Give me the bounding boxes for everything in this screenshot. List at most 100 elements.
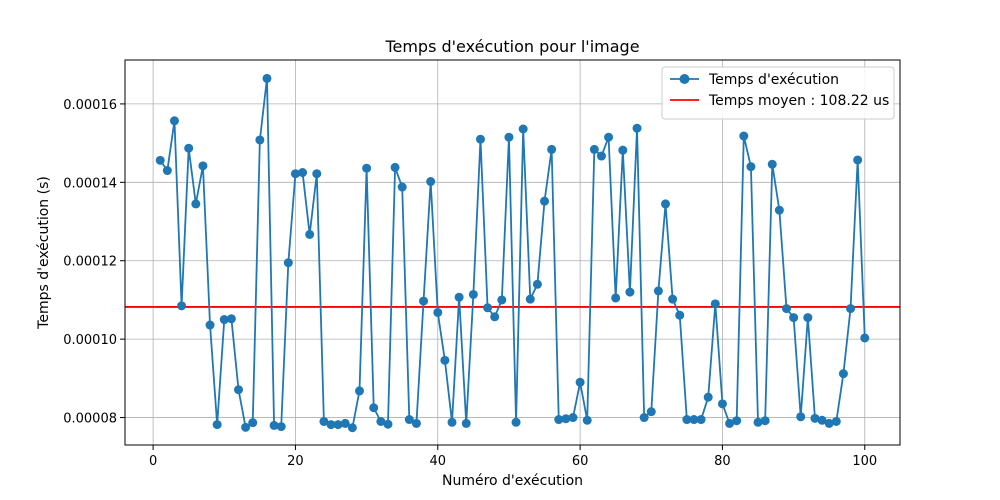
- data-point: [703, 392, 713, 402]
- data-point: [333, 420, 343, 430]
- data-point: [561, 414, 571, 424]
- data-point: [255, 135, 265, 145]
- data-point: [582, 415, 592, 425]
- data-point: [212, 420, 222, 430]
- data-point: [632, 123, 642, 133]
- data-point: [689, 415, 699, 425]
- data-point: [589, 144, 599, 154]
- data-point: [461, 418, 471, 428]
- data-point: [653, 286, 663, 296]
- x-tick-label: 100: [852, 454, 877, 469]
- y-axis-label: Temps d'exécution (s): [36, 176, 52, 330]
- data-point: [568, 413, 578, 423]
- data-point: [419, 296, 429, 306]
- data-point: [219, 315, 229, 325]
- data-point: [525, 294, 535, 304]
- x-tick-label: 0: [149, 454, 157, 469]
- y-tick-label: 0.00014: [63, 176, 117, 191]
- data-point: [155, 155, 165, 165]
- data-point: [205, 320, 215, 330]
- data-point: [475, 134, 485, 144]
- data-point: [817, 415, 827, 425]
- data-point: [746, 162, 756, 172]
- data-point: [725, 418, 735, 428]
- legend-marker-series: [679, 74, 690, 84]
- data-point: [717, 399, 727, 409]
- data-point: [269, 420, 279, 430]
- data-point: [376, 416, 386, 426]
- data-point: [625, 287, 635, 297]
- data-point: [611, 293, 621, 303]
- data-point: [397, 182, 407, 192]
- data-point: [846, 304, 856, 314]
- y-tick-label: 0.00012: [63, 255, 117, 270]
- data-point: [248, 418, 258, 428]
- data-point: [596, 151, 606, 161]
- legend-box: [661, 66, 895, 120]
- x-tick-label: 40: [430, 454, 447, 469]
- data-point: [547, 144, 557, 154]
- data-point: [198, 161, 208, 171]
- data-point: [675, 310, 685, 320]
- data-point: [177, 301, 187, 311]
- data-point: [661, 199, 671, 209]
- data-point: [447, 417, 457, 427]
- data-point: [468, 289, 478, 299]
- x-tick-label: 20: [287, 454, 304, 469]
- data-point: [440, 355, 450, 365]
- data-point: [668, 294, 678, 304]
- x-tick-label: 80: [714, 454, 731, 469]
- data-point: [504, 132, 514, 142]
- data-point: [781, 304, 791, 314]
- data-point: [241, 422, 251, 432]
- data-point: [290, 169, 300, 179]
- legend-label-mean: Temps moyen : 108.22 us: [708, 93, 889, 109]
- y-tick-label: 0.00008: [63, 412, 117, 427]
- data-point: [753, 417, 763, 427]
- data-point: [732, 416, 742, 426]
- data-point: [362, 163, 372, 173]
- legend: Temps d'exécution Temps moyen : 108.22 u…: [661, 66, 895, 120]
- data-point: [162, 166, 172, 176]
- data-point: [369, 403, 379, 413]
- data-point: [191, 199, 201, 209]
- data-point: [226, 314, 236, 324]
- data-point: [860, 333, 870, 343]
- data-point: [234, 385, 244, 395]
- data-point: [276, 422, 286, 432]
- data-point: [184, 143, 194, 153]
- data-point: [838, 369, 848, 379]
- data-point: [618, 145, 628, 155]
- data-point: [575, 377, 585, 387]
- data-point: [511, 417, 521, 427]
- data-point: [810, 413, 820, 423]
- data-point: [340, 418, 350, 428]
- y-tick-label: 0.00016: [63, 98, 117, 113]
- data-point: [262, 73, 272, 83]
- data-series: [155, 73, 870, 433]
- data-point: [803, 313, 813, 323]
- data-point: [411, 418, 421, 428]
- data-point: [540, 196, 550, 206]
- data-point: [454, 292, 464, 302]
- data-point: [283, 258, 293, 268]
- data-point: [853, 155, 863, 165]
- data-point: [760, 416, 770, 426]
- plot-frame: [124, 59, 901, 446]
- legend-label-series: Temps d'exécution: [708, 72, 839, 88]
- data-point: [682, 415, 692, 425]
- data-point: [354, 386, 364, 396]
- x-tick-label: 60: [572, 454, 589, 469]
- data-point: [390, 162, 400, 172]
- data-point: [767, 159, 777, 169]
- data-point: [312, 169, 322, 179]
- data-point: [774, 205, 784, 215]
- chart-title: Temps d'exécution pour l'image: [384, 37, 639, 56]
- data-point: [433, 307, 443, 317]
- data-point: [298, 168, 308, 178]
- data-point: [604, 132, 614, 142]
- data-point: [789, 313, 799, 323]
- y-tick-label: 0.00010: [63, 333, 117, 348]
- data-point: [646, 407, 656, 417]
